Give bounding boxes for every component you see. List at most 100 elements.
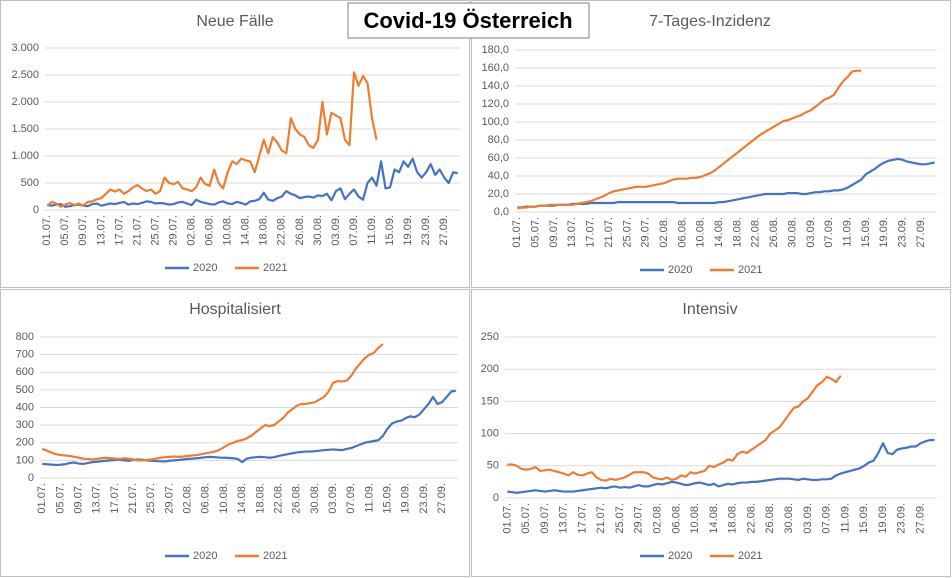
x-tick-label: 25.07. [145,483,157,514]
x-tick-label: 30.08. [786,217,798,248]
x-tick-label: 26.08. [294,215,306,246]
x-tick-label: 19.09. [878,217,890,248]
x-tick-label: 22.08. [272,483,284,514]
x-tick-label: 10.08. [218,483,230,514]
x-tick-label: 02.08. [182,483,194,514]
x-tick-label: 03.09. [330,215,342,246]
x-tick-label: 29.07. [167,215,179,246]
y-tick-label: 800 [16,331,34,343]
y-tick-label: 0 [28,472,34,484]
x-tick-label: 11.09. [363,483,375,513]
x-tick-label: 29.07. [163,483,175,514]
chart-title: Hospitalisiert [189,301,281,318]
y-tick-label: 80,0 [488,134,509,146]
y-tick-label: 2.500 [11,69,39,81]
x-tick-label: 18.08. [254,483,266,514]
x-tick-label: 13.07. [558,503,570,534]
y-tick-label: 150 [481,395,499,407]
x-tick-label: 05.07. [54,483,66,514]
panel-border [471,289,951,577]
data-line [41,343,384,462]
x-tick-label: 13.07. [95,215,107,246]
legend-label: 2020 [668,264,692,276]
x-tick-label: 02.08. [658,217,670,248]
y-tick-label: 100 [481,428,499,440]
x-tick-label: 23.09. [420,215,432,246]
x-tick-label: 21.07. [595,503,607,534]
y-tick-label: 3.000 [11,42,39,54]
x-tick-label: 26.08. [291,483,303,514]
data-line [507,438,935,494]
x-tick-label: 15.09. [858,503,870,534]
x-tick-label: 18.08. [731,217,743,248]
y-tick-label: 0 [33,204,39,216]
y-tick-label: 500 [16,384,34,396]
panel-border [471,0,951,288]
y-tick-label: 100,0 [481,116,509,128]
x-tick-label: 01.07. [41,215,53,246]
x-tick-label: 25.07. [149,215,161,246]
y-tick-label: 20,0 [488,188,509,200]
data-line [517,157,935,209]
y-tick-label: 100 [16,454,34,466]
chart-title: Neue Fälle [196,13,273,30]
main-title: Covid-19 Österreich [363,8,572,33]
y-tick-label: 60,0 [488,152,509,164]
x-tick-label: 09.07. [539,503,551,534]
main-title-box [347,2,590,39]
x-tick-label: 27.09. [914,503,926,534]
x-tick-label: 02.08. [652,503,664,534]
x-tick-label: 05.07. [520,503,532,534]
x-tick-label: 15.09. [381,483,393,514]
x-tick-label: 15.09. [384,215,396,246]
x-tick-label: 10.08. [222,215,234,246]
y-tick-label: 500 [21,177,39,189]
legend-label: 2020 [668,550,692,562]
x-tick-label: 30.08. [312,215,324,246]
data-line [517,69,862,210]
y-tick-label: 1.500 [11,123,39,135]
y-tick-label: 120,0 [481,98,509,110]
x-tick-label: 30.08. [783,503,795,534]
x-tick-label: 26.08. [768,217,780,248]
data-line [47,157,458,208]
chart-title: 7-Tages-Inzidenz [649,13,771,30]
y-tick-label: 200 [481,363,499,375]
x-tick-label: 25.07. [621,217,633,248]
x-tick-label: 06.08. [204,215,216,246]
x-tick-label: 17.07. [113,215,125,246]
x-tick-label: 06.08. [200,483,212,514]
legend-label: 2021 [263,550,287,562]
x-tick-label: 19.09. [877,503,889,534]
x-tick-label: 03.09. [802,503,814,534]
data-line [507,374,842,482]
x-tick-label: 11.09. [841,217,853,247]
x-tick-label: 09.07. [548,217,560,248]
x-tick-label: 18.08. [727,503,739,534]
x-tick-label: 14.08. [240,215,252,246]
x-tick-label: 14.08. [708,503,720,534]
legend-label: 2020 [193,550,217,562]
x-tick-label: 19.09. [400,483,412,514]
x-tick-label: 13.07. [91,483,103,514]
y-tick-label: 700 [16,349,34,361]
x-tick-label: 07.09. [345,483,357,514]
y-tick-label: 140,0 [481,80,509,92]
x-tick-label: 14.08. [713,217,725,248]
y-tick-label: 180,0 [481,44,509,56]
legend-label: 2021 [263,262,287,274]
x-tick-label: 03.09. [805,217,817,248]
x-tick-label: 29.07. [633,503,645,534]
x-tick-label: 17.07. [576,503,588,534]
legend-label: 2021 [738,264,762,276]
data-line [42,389,456,467]
x-tick-label: 01.07. [511,217,523,248]
x-tick-label: 29.07. [640,217,652,248]
x-tick-label: 21.07. [127,483,139,514]
x-tick-label: 10.08. [695,217,707,248]
y-tick-label: 600 [16,366,34,378]
y-tick-label: 300 [16,419,34,431]
y-tick-label: 250 [481,331,499,343]
x-tick-label: 25.07. [614,503,626,534]
